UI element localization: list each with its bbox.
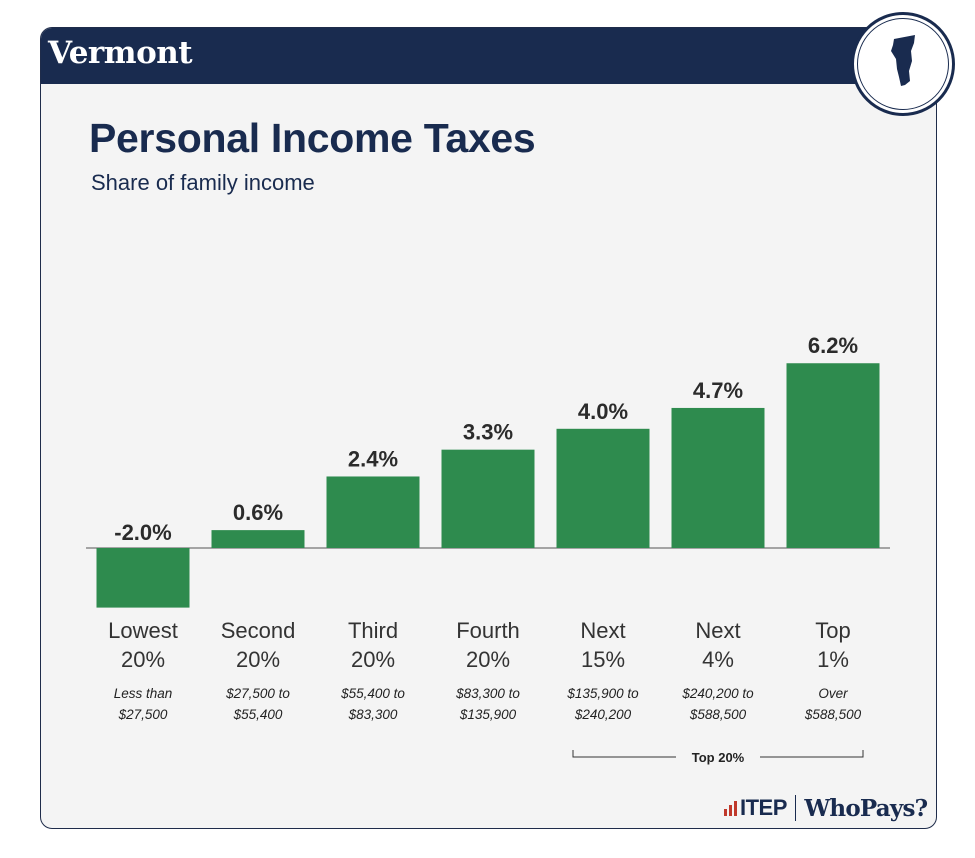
logo-itep: ITEP [740, 795, 787, 820]
bar-3 [326, 476, 420, 548]
itep-bars-icon [724, 801, 737, 816]
footer-logo: ITEP WhoPays? [724, 790, 928, 826]
income-range-1-line1: Less than [114, 686, 173, 701]
income-range-2-line1: $27,500 to [225, 686, 290, 701]
value-label-3: 2.4% [348, 446, 398, 471]
income-range-5-line1: $135,900 to [566, 686, 639, 701]
category-label-6-line2: 4% [702, 647, 734, 672]
group-bracket-right [760, 750, 864, 758]
header-band [41, 28, 936, 84]
income-range-7-line2: $588,500 [804, 707, 862, 722]
income-range-6-line2: $588,500 [689, 707, 747, 722]
category-label-1-line1: Lowest [108, 618, 178, 643]
logo-whopays: WhoPays? [804, 794, 928, 822]
value-label-4: 3.3% [463, 420, 513, 445]
chart-title: Personal Income Taxes [89, 115, 536, 161]
category-label-2-line1: Second [221, 618, 296, 643]
income-range-5-line2: $240,200 [574, 707, 632, 722]
income-range-3-line1: $55,400 to [340, 686, 405, 701]
logo-divider [794, 795, 797, 821]
category-label-4-line2: 20% [466, 647, 510, 672]
category-label-3-line1: Third [348, 618, 398, 643]
group-bracket-left [572, 750, 676, 758]
value-label-2: 0.6% [233, 500, 283, 525]
income-range-3-line2: $83,300 [348, 707, 398, 722]
value-label-7: 6.2% [808, 333, 858, 358]
bar-1 [96, 548, 190, 608]
income-range-4-line2: $135,900 [459, 707, 517, 722]
income-range-2-line2: $55,400 [233, 707, 283, 722]
category-label-1-line2: 20% [121, 647, 165, 672]
category-label-5-line1: Next [580, 618, 625, 643]
category-label-7-line2: 1% [817, 647, 849, 672]
value-label-6: 4.7% [693, 378, 743, 403]
income-range-6-line1: $240,200 to [681, 686, 754, 701]
state-title: Vermont [48, 35, 193, 71]
income-range-7-line1: Over [818, 686, 848, 701]
bar-7 [786, 363, 880, 548]
value-label-5: 4.0% [578, 399, 628, 424]
category-label-2-line2: 20% [236, 647, 280, 672]
category-label-5-line2: 15% [581, 647, 625, 672]
bar-2 [211, 530, 305, 548]
category-label-3-line2: 20% [351, 647, 395, 672]
income-range-4-line1: $83,300 to [455, 686, 520, 701]
category-label-7-line1: Top [815, 618, 850, 643]
state-badge-ring [857, 18, 949, 110]
state-badge [851, 12, 955, 116]
group-bracket-label: Top 20% [692, 750, 745, 765]
category-label-4-line1: Fourth [456, 618, 520, 643]
category-label-6-line1: Next [695, 618, 740, 643]
bar-6 [671, 407, 765, 548]
income-range-1-line2: $27,500 [118, 707, 168, 722]
bar-5 [556, 428, 650, 548]
chart-subtitle: Share of family income [91, 170, 315, 195]
bar-4 [441, 449, 535, 548]
vermont-map-icon [891, 35, 915, 86]
value-label-1: -2.0% [114, 520, 171, 545]
